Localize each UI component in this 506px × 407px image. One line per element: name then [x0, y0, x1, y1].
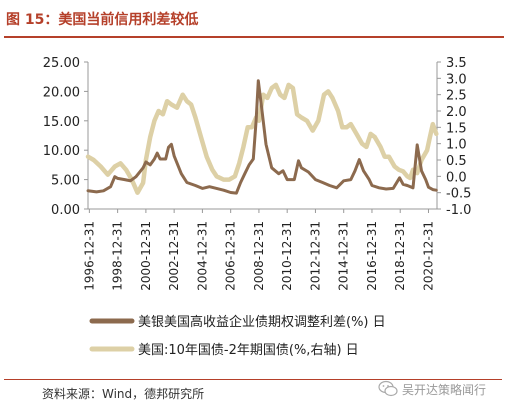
right-tick-label: 1.0: [446, 138, 467, 153]
left-tick-label: 0.00: [51, 203, 80, 218]
legend-label: 美银美国高收益企业债期权调整利差(%) 日: [138, 314, 386, 330]
right-tick-label: 1.5: [446, 121, 467, 136]
wechat-icon: [378, 380, 398, 397]
legend-label: 美国:10年国债-2年期国债(%,右轴) 日: [138, 343, 359, 358]
x-tick-label: 2018-12-31: [393, 221, 407, 291]
right-tick-label: -0.5: [446, 187, 471, 202]
right-tick-label: 0.5: [446, 154, 467, 169]
left-tick-label: 15.00: [43, 115, 80, 130]
right-tick-label: 2.5: [446, 89, 467, 104]
x-tick-label: 2020-12-31: [421, 221, 435, 291]
wechat-watermark: 吴开达策略闻行: [378, 378, 502, 402]
right-y-axis: 3.53.0 2.52.01.5 1.00.50.0 -0.5-1.0: [436, 56, 471, 218]
series-line-high-yield-spread: [86, 79, 438, 195]
right-tick-label: 3.5: [446, 56, 467, 71]
x-tick-label: 2012-12-31: [308, 221, 322, 291]
x-tick-label: 2010-12-31: [280, 221, 294, 291]
x-tick-label: 2014-12-31: [337, 221, 351, 291]
source-note: 资料来源：Wind，德邦研究所: [42, 387, 205, 401]
left-tick-label: 25.00: [43, 56, 80, 71]
series-line-term-spread: [85, 82, 439, 195]
footer-divider: [4, 379, 502, 380]
left-y-axis: 25.00 20.00 15.00 10.00 5.00 0.00: [43, 56, 89, 218]
x-tick-label: 2004-12-31: [195, 221, 209, 291]
chart-legend: 美银美国高收益企业债期权调整利差(%) 日美国:10年国债-2年期国债(%,右轴…: [89, 314, 386, 358]
right-tick-label: 0.0: [446, 170, 467, 185]
x-axis: 1996-12-31 1998-12-31 2000-12-31 2002-12-31…: [82, 208, 437, 291]
chart: 25.00 20.00 15.00 10.00 5.00 0.00 3.53.0 2.52.…: [43, 56, 472, 358]
x-tick-label: 2006-12-31: [224, 221, 238, 291]
x-tick-label: 2000-12-31: [139, 221, 153, 291]
right-tick-label: -1.0: [446, 203, 471, 218]
watermark-label: 吴开达策略闻行: [402, 383, 487, 397]
figure-title: 图 15：美国当前信用利差较低: [6, 12, 199, 28]
figure-header: 图 15：美国当前信用利差较低: [4, 8, 504, 38]
x-tick-label: 2016-12-31: [365, 221, 379, 291]
x-tick-label: 2002-12-31: [167, 221, 181, 291]
left-tick-label: 20.00: [43, 85, 80, 100]
x-tick-label: 1996-12-31: [82, 221, 96, 291]
x-tick-label: 1998-12-31: [111, 221, 125, 291]
right-tick-label: 2.0: [446, 105, 467, 120]
x-tick-label: 2008-12-31: [252, 221, 266, 291]
plot-area: [85, 79, 439, 195]
left-tick-label: 5.00: [51, 174, 80, 189]
title-divider: [4, 36, 504, 38]
left-tick-label: 10.00: [43, 144, 80, 159]
right-tick-label: 3.0: [446, 72, 467, 87]
